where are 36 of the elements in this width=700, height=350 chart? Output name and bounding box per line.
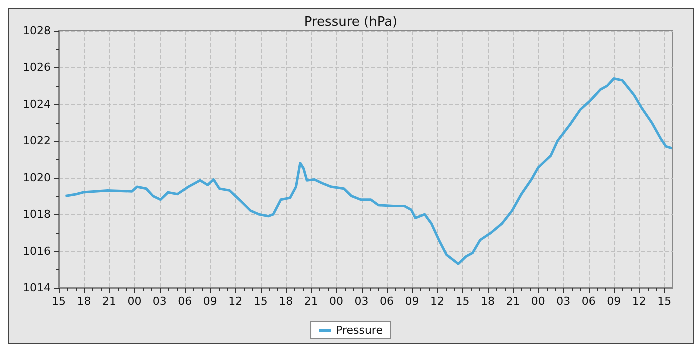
line-series (64, 77, 674, 266)
x-tick-label: 18 (480, 295, 495, 308)
y-tick-label: 1018 (23, 208, 51, 222)
x-tick-label: 09 (607, 295, 622, 308)
y-tick-label: 1020 (23, 171, 51, 184)
x-tick-label: 21 (304, 295, 318, 308)
x-tick-label: 21 (102, 295, 116, 308)
chart-title: Pressure (hPa) (304, 15, 398, 30)
x-tick-label: 00 (128, 295, 142, 308)
x-tick-label: 18 (77, 295, 92, 308)
x-tick-label: 12 (632, 295, 646, 308)
y-tick-label: 1026 (23, 61, 51, 74)
x-tick-label: 00 (330, 295, 344, 308)
x-tick-label: 03 (354, 295, 369, 308)
x-tick-label: 06 (178, 295, 192, 308)
x-tick-label: 15 (456, 295, 470, 308)
legend-label: Pressure (336, 324, 384, 337)
x-tick-label: 06 (380, 295, 394, 308)
x-tick-label: 15 (52, 295, 66, 308)
x-tick-label: 09 (405, 295, 420, 308)
x-tick-label: 15 (658, 295, 672, 308)
x-tick-label: 12 (430, 295, 444, 308)
x-tick-label: 03 (556, 295, 571, 308)
x-tick-label: 03 (152, 295, 167, 308)
x-tick-label: 18 (279, 295, 294, 308)
x-tick-label: 00 (531, 295, 546, 308)
y-tick-label: 1028 (23, 24, 51, 38)
x-tick-label: 21 (506, 295, 520, 308)
y-tick-label: 1022 (23, 134, 51, 148)
y-tick-label: 1024 (23, 98, 51, 111)
y-tick-label: 1014 (23, 282, 51, 294)
y-tick-label: 1016 (23, 244, 51, 258)
x-tick-label: 12 (228, 295, 243, 308)
x-tick-label: 15 (254, 295, 268, 308)
x-tick-label: 06 (582, 295, 596, 308)
x-tick-label: 09 (203, 295, 218, 308)
